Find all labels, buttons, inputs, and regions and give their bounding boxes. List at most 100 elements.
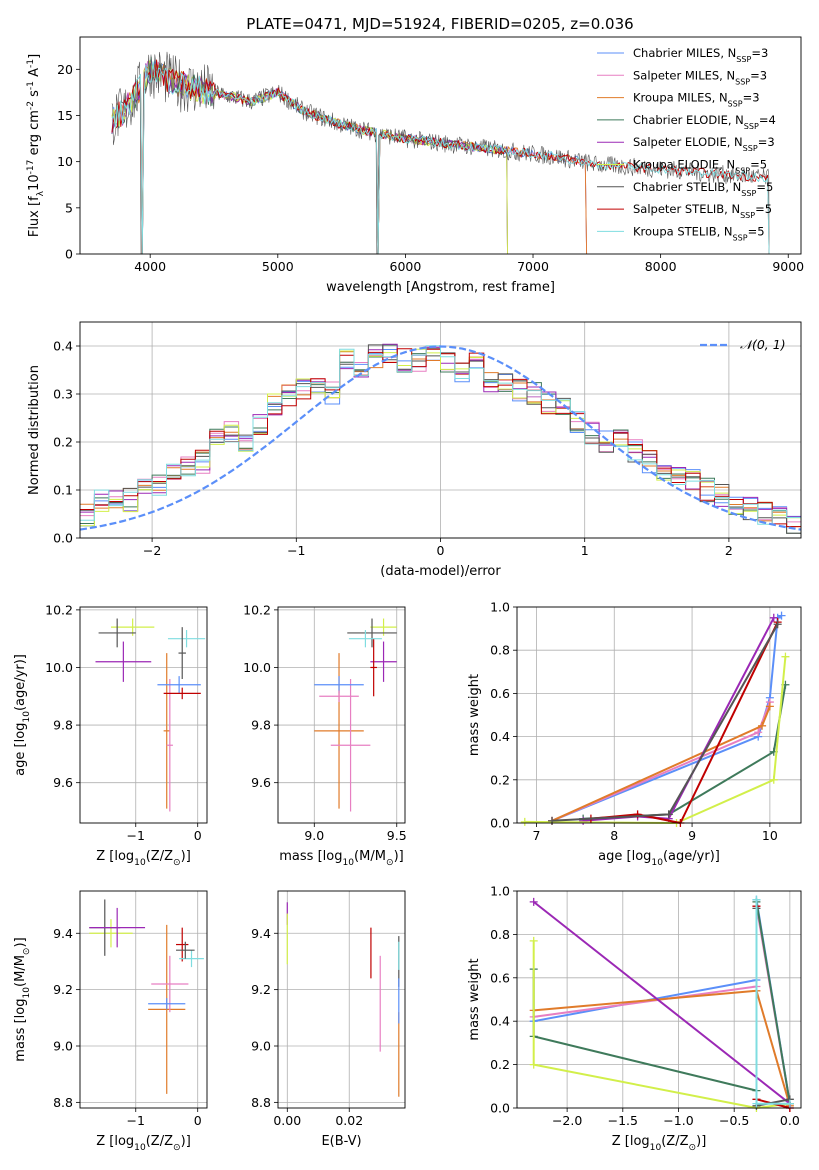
y-tick-label: 0.3 — [53, 387, 73, 402]
x-tick-label: −1.5 — [608, 1113, 638, 1128]
y-tick-label: 10.2 — [45, 602, 73, 617]
mass-vs-Z-axes: −1 0 8.8 9.0 9.2 9.4 Z [log10(Z/Z⊙)] mass [log1… — [13, 890, 208, 1153]
residuals-frame — [79, 321, 802, 539]
legend-entry: Kroupa MILES, NSSP=3 — [633, 91, 760, 109]
weight-vs-Z-axes: −2.0 −1.5 −1.0 −0.5 0.0 0.0 0.2 0.4 0.6 0.8 1.0 Z [… — [467, 884, 802, 1153]
mass-vs-Z-xlabel: Z [log10(Z/Z⊙)] — [96, 1134, 191, 1153]
y-tick-label: 0.4 — [490, 1014, 510, 1029]
spectrum-axes: 4000 5000 6000 7000 8000 9000 0 5 10 15 20 waveleng… — [26, 36, 804, 295]
y-tick-label: 0.8 — [490, 927, 510, 942]
x-tick-label: 9.0 — [304, 828, 324, 843]
y-tick-label: 5 — [65, 200, 73, 215]
weight-point-marker — [529, 1060, 538, 1069]
legend-entry: Chabrier ELODIE, NSSP=4 — [633, 113, 776, 130]
y-tick-label: 10.2 — [243, 602, 271, 617]
normal-curve — [79, 345, 802, 531]
residuals-xlabel: (data-model)/error — [380, 564, 501, 579]
legend-entry: 𝒩(0, 1) — [740, 337, 786, 352]
y-tick-label: 9.6 — [251, 775, 271, 790]
weight-vs-age-frame — [516, 606, 802, 824]
x-tick-label: 5000 — [262, 259, 294, 274]
histogram-step — [80, 348, 801, 527]
weight-point-marker — [777, 611, 786, 620]
y-tick-label: 0.6 — [490, 686, 510, 701]
weight-point-marker — [769, 775, 778, 784]
mass-vs-ebv-xlabel: E(B-V) — [321, 1134, 361, 1149]
y-tick-label: 9.2 — [251, 982, 271, 997]
y-tick-label: 9.8 — [251, 718, 271, 733]
y-tick-label: 0.4 — [490, 729, 510, 744]
weight-point-marker — [781, 652, 790, 661]
weight-point-marker — [758, 721, 767, 730]
spectrum-series-line — [111, 61, 770, 255]
weight-series-line — [532, 940, 791, 1109]
y-tick-label: 0.2 — [490, 772, 510, 787]
mass-vs-ebv-axes: 0.00 0.02 8.8 9.0 9.2 9.4 E(B-V) — [251, 890, 406, 1149]
mass-vs-ebv-frame — [277, 890, 406, 1109]
mass-vs-Z-ylabel: mass [log10(M/M⊙)] — [13, 937, 32, 1061]
residuals-ylabel: Normed distribution — [27, 365, 42, 495]
x-tick-label: 0 — [194, 1113, 202, 1128]
weight-vs-age-ylabel: mass weight — [467, 674, 482, 756]
weight-point-marker — [529, 936, 538, 945]
weight-point-marker — [752, 895, 761, 904]
mass-vs-Z-frame — [79, 890, 208, 1109]
weight-point-marker — [769, 613, 778, 622]
x-tick-label: 7 — [532, 828, 540, 843]
x-tick-label: −2.0 — [552, 1113, 582, 1128]
y-tick-label: 1.0 — [490, 884, 510, 899]
x-tick-label: 9.5 — [387, 828, 407, 843]
y-tick-label: 9.4 — [53, 926, 73, 941]
y-tick-label: 0 — [65, 247, 73, 262]
x-tick-label: 8 — [610, 828, 618, 843]
age-vs-mass-frame — [277, 606, 406, 824]
y-tick-label: 8.8 — [251, 1095, 271, 1110]
weight-vs-age-xlabel: age [log10(age/yr)] — [598, 849, 720, 868]
y-tick-label: 0.2 — [53, 435, 73, 450]
x-tick-label: 0.00 — [273, 1113, 301, 1128]
age-vs-Z-ylabel: age [log10(age/yr)] — [13, 654, 32, 776]
age-vs-Z-xlabel: Z [log10(Z/Z⊙)] — [96, 849, 191, 868]
age-vs-mass-xlabel: mass [log10(M/M⊙)] — [279, 849, 403, 868]
spectrum-xlabel: wavelength [Angstrom, rest frame] — [326, 280, 555, 295]
legend-entry: Kroupa ELODIE, NSSP=5 — [633, 158, 767, 176]
x-tick-label: 0.0 — [780, 1113, 800, 1128]
x-tick-label: 10 — [762, 828, 778, 843]
y-tick-label: 20 — [57, 62, 73, 77]
legend-entry: Kroupa STELIB, NSSP=5 — [633, 224, 765, 242]
residuals-axes: −2 −1 0 1 2 0.0 0.1 0.2 0.3 0.4 (data-model)/error… — [27, 321, 802, 579]
y-tick-label: 0.4 — [53, 339, 73, 354]
spectrum-series-line — [111, 51, 770, 255]
weight-point-marker — [664, 810, 673, 819]
y-tick-label: 8.8 — [53, 1095, 73, 1110]
x-tick-label: 8000 — [645, 259, 677, 274]
y-tick-label: 0.1 — [53, 483, 73, 498]
weight-point-marker — [773, 620, 782, 629]
weight-point-marker — [785, 1099, 794, 1108]
weight-series-line — [524, 656, 787, 824]
x-tick-label: −0.5 — [719, 1113, 749, 1128]
y-tick-label: 9.0 — [251, 1039, 271, 1054]
y-tick-label: 1.0 — [490, 600, 510, 615]
age-vs-Z-axes: −1 0 9.6 9.8 10.0 10.2 Z [log10(Z/Z⊙)] age [log… — [13, 602, 208, 868]
y-tick-label: 15 — [57, 108, 73, 123]
y-tick-label: 9.6 — [53, 775, 73, 790]
x-tick-label: −2 — [143, 543, 161, 558]
y-tick-label: 0.0 — [490, 816, 510, 831]
x-tick-label: −1.0 — [663, 1113, 693, 1128]
y-tick-label: 0.6 — [490, 970, 510, 985]
weight-point-marker — [752, 1099, 761, 1108]
x-tick-label: −1 — [127, 828, 145, 843]
weight-vs-age-axes: 7 8 9 10 0.0 0.2 0.4 0.6 0.8 1.0 age [log10(age/yr… — [467, 600, 802, 868]
x-tick-label: −1 — [287, 543, 305, 558]
y-tick-label: 9.8 — [53, 718, 73, 733]
legend-entry: Salpeter MILES, NSSP=3 — [633, 68, 767, 86]
weight-point-marker — [754, 728, 763, 737]
weight-vs-Z-frame — [516, 890, 802, 1109]
spectrum-frame — [79, 36, 802, 255]
age-vs-mass-axes: 9.0 9.5 9.6 9.8 10.0 10.2 mass [log10(M/M⊙)] — [243, 602, 407, 868]
weight-point-marker — [548, 816, 557, 825]
y-tick-label: 9.4 — [251, 926, 271, 941]
weight-vs-Z-xlabel: Z [log10(Z/Z⊙)] — [612, 1134, 707, 1153]
